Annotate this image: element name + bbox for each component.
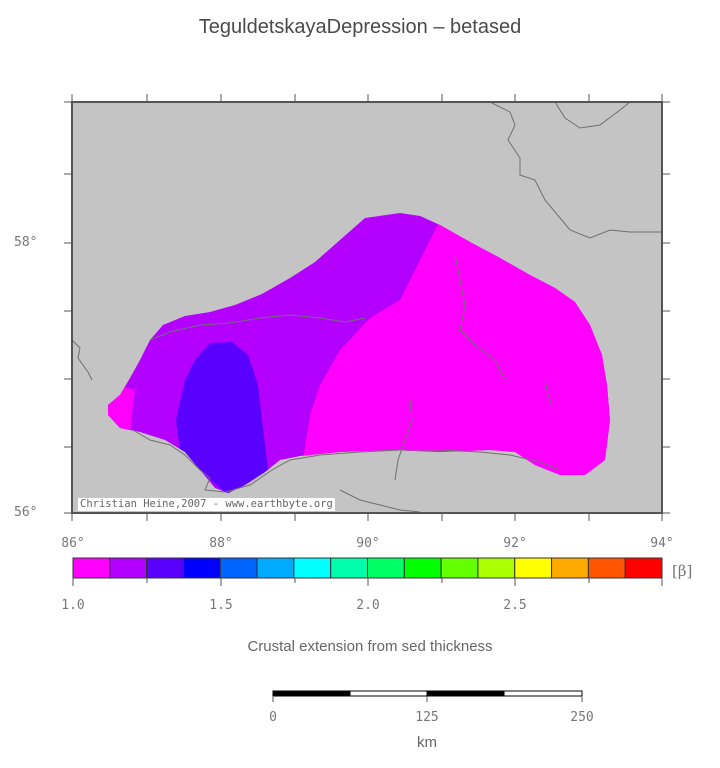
river-west (149, 314, 366, 341)
river-south-branch (394, 399, 413, 481)
colorbar-label-2: 1.5 (209, 598, 233, 613)
colorbar-label-3: 2.0 (356, 598, 380, 613)
colorbar-swatch (624, 557, 663, 579)
colorbar-swatch (330, 557, 368, 579)
colorbar-swatch (440, 557, 479, 579)
scale-segment-4 (503, 690, 583, 697)
lon-label-88: 88° (209, 536, 233, 551)
axis-ticks (64, 94, 670, 521)
scale-label-0: 0 (269, 710, 277, 725)
basin-extension-grid (108, 213, 610, 493)
lon-label-86: 86° (61, 536, 85, 551)
scale-bar (272, 690, 583, 702)
colorbar-label-1: 1.0 (61, 598, 85, 613)
colorbar-swatch (514, 557, 553, 579)
scale-segment-2 (349, 690, 428, 697)
colorbar-swatch (293, 557, 332, 579)
river-northeast (489, 101, 662, 239)
lat-label-56: 56° (14, 505, 38, 520)
lon-label-90: 90° (356, 536, 380, 551)
lat-label-58: 58° (14, 235, 38, 250)
colorbar-ticks (72, 578, 663, 586)
colorbar-swatch (367, 557, 405, 579)
basin-blue-core (176, 342, 268, 493)
colorbar-unit: [β] (672, 562, 693, 580)
colorbar-swatch (182, 557, 221, 579)
colorbar-swatch (551, 557, 589, 579)
colorbar-swatch (146, 557, 184, 579)
scale-unit: km (417, 734, 437, 751)
scale-label-250: 250 (570, 710, 594, 725)
scale-segment-1 (273, 691, 350, 696)
river-north (554, 101, 631, 129)
colorbar-swatch (477, 557, 516, 579)
river-south-edge (339, 489, 421, 513)
lon-label-94: 94° (650, 536, 674, 551)
river-central (454, 254, 506, 381)
colorbar-swatch (219, 557, 258, 579)
river-south (132, 429, 561, 493)
colorbar-swatch (109, 557, 148, 579)
river-east-fragment (544, 379, 553, 406)
colorbar-swatch (72, 557, 111, 579)
colorbar-label-4: 2.5 (503, 598, 527, 613)
scale-segment-3 (427, 691, 504, 696)
rivers-layer (71, 101, 662, 513)
credit-text: Christian Heine,2007 - www.earthbyte.org (78, 498, 335, 511)
river-west-edge (71, 339, 93, 381)
colorbar-swatch (256, 557, 295, 579)
colorbar (72, 557, 663, 579)
colorbar-caption: Crustal extension from sed thickness (247, 638, 493, 655)
map-frame (71, 101, 663, 514)
lon-label-92: 92° (503, 536, 527, 551)
colorbar-swatch (587, 557, 626, 579)
scale-label-125: 125 (415, 710, 439, 725)
map-title: TeguldetskayaDepression – betased (198, 16, 522, 38)
colorbar-swatch (403, 557, 442, 579)
